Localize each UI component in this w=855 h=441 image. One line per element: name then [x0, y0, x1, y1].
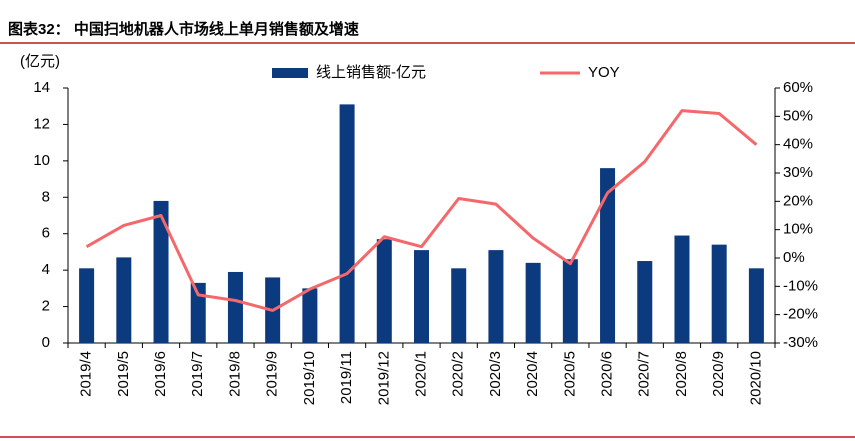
- x-tick-label: 2020/7: [636, 351, 653, 397]
- y2-tick-label: -10%: [783, 277, 818, 294]
- bar: [227, 271, 243, 343]
- y-tick-label: 10: [33, 152, 50, 169]
- x-tick-label: 2019/10: [301, 351, 318, 405]
- x-tick-label: 2020/3: [487, 351, 504, 397]
- x-tick-label: 2020/1: [412, 351, 429, 397]
- x-tick-label: 2019/6: [152, 351, 169, 397]
- y2-tick-label: 30%: [783, 164, 813, 181]
- x-tick-label: 2020/5: [561, 351, 578, 397]
- bar: [637, 261, 653, 343]
- x-tick-label: 2020/6: [599, 351, 616, 397]
- x-tick-label: 2020/4: [524, 351, 541, 397]
- bar: [302, 288, 318, 343]
- y2-tick-label: 60%: [783, 79, 813, 96]
- bar: [488, 250, 504, 343]
- y-tick-label: 12: [33, 115, 50, 132]
- legend-label: 线上销售额-亿元: [316, 64, 426, 81]
- x-tick-label: 2019/11: [338, 351, 355, 404]
- bar: [674, 235, 690, 343]
- legend-label: YOY: [588, 64, 620, 81]
- y2-tick-label: 0%: [783, 249, 805, 266]
- bar: [451, 268, 467, 343]
- legend-swatch: [272, 68, 308, 78]
- x-tick-label: 2019/8: [226, 351, 243, 397]
- y2-tick-label: 20%: [783, 192, 813, 209]
- line: [85, 109, 758, 312]
- y2-tick-label: 10%: [783, 221, 813, 238]
- x-tick-label: 2020/8: [673, 351, 690, 397]
- y-tick-label: 6: [42, 225, 50, 242]
- y2-tick-label: -20%: [783, 306, 818, 323]
- y2-tick-label: 50%: [783, 107, 813, 124]
- bar: [414, 250, 429, 343]
- bar: [79, 268, 95, 343]
- x-tick-label: 2019/4: [78, 351, 95, 397]
- x-tick-label: 2019/9: [264, 351, 281, 397]
- x-tick-label: 2020/10: [747, 351, 764, 405]
- x-tick-label: 2019/7: [189, 351, 206, 397]
- bar: [711, 244, 727, 343]
- y-axis-label: (亿元): [20, 53, 60, 70]
- bar: [339, 104, 355, 344]
- y-tick-label: 2: [42, 298, 50, 315]
- x-tick-label: 2020/2: [450, 351, 467, 397]
- x-tick-label: 2019/12: [375, 351, 392, 405]
- y-tick-label: 0: [42, 334, 50, 351]
- bar: [190, 282, 206, 343]
- x-tick-label: 2019/5: [115, 351, 132, 397]
- bar: [116, 257, 132, 343]
- chart-title: 图表32： 中国扫地机器人市场线上单月销售额及增速: [8, 20, 359, 38]
- bar: [600, 168, 616, 343]
- bar: [376, 239, 392, 343]
- bar: [562, 259, 578, 343]
- x-tick-label: 2020/9: [710, 351, 727, 397]
- y-tick-label: 8: [42, 188, 50, 205]
- bar: [153, 200, 169, 343]
- bar: [748, 268, 764, 343]
- y-tick-label: 4: [42, 261, 50, 278]
- y2-tick-label: 40%: [783, 136, 813, 153]
- bar: [525, 262, 541, 343]
- y-tick-label: 14: [33, 79, 50, 96]
- y2-tick-label: -30%: [783, 334, 818, 351]
